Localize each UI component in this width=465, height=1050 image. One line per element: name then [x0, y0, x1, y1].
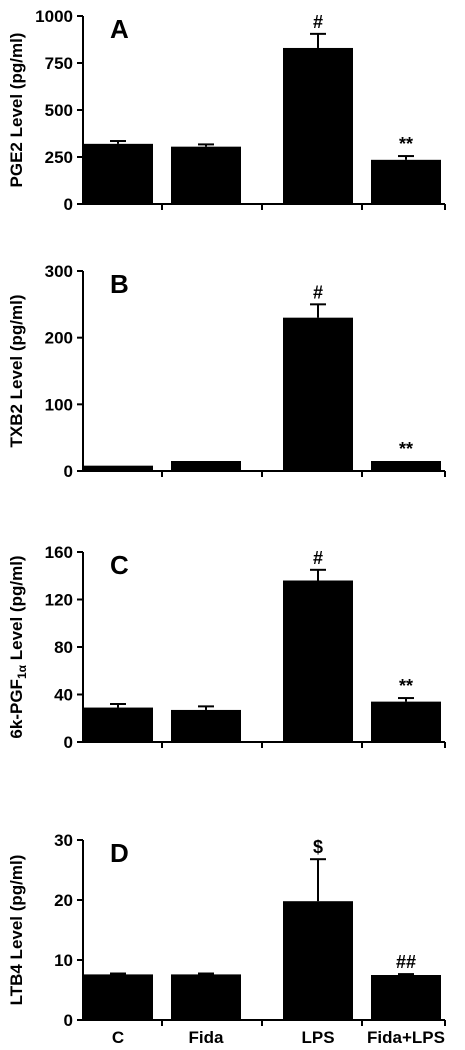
x-tick-label: C [112, 1028, 124, 1047]
significance-marker: ## [396, 952, 416, 972]
y-axis-label: 6k-PGF1α Level (pg/ml) [7, 555, 29, 738]
bar [371, 975, 441, 1020]
y-tick-label: 300 [45, 262, 73, 281]
bar [83, 465, 153, 471]
y-tick-label: 160 [45, 543, 73, 562]
x-tick-label: Fida [189, 1028, 224, 1047]
panel-label: B [110, 269, 129, 299]
y-tick-label: 500 [45, 101, 73, 120]
y-axis-label: TXB2 Level (pg/ml) [7, 294, 26, 447]
panel-a: 0 250 500 750 1000 # ** A PGE2 Level (pg/ml) [7, 7, 446, 214]
bar [283, 317, 353, 471]
panel-label: A [110, 14, 129, 44]
x-tick-label: Fida+LPS [367, 1028, 445, 1047]
y-tick-label: 10 [54, 951, 73, 970]
y-tick-label: 30 [54, 831, 73, 850]
significance-marker: ** [399, 676, 413, 696]
significance-marker: # [313, 548, 323, 568]
y-tick-label: 80 [54, 638, 73, 657]
bar [371, 159, 441, 204]
y-axis-label: LTB4 Level (pg/ml) [7, 855, 26, 1006]
bar [171, 974, 241, 1020]
bar [83, 974, 153, 1020]
x-tick-label: LPS [301, 1028, 334, 1047]
significance-marker: # [313, 282, 323, 302]
panel-b: 0 100 200 300 # ** B TXB2 Level (pg/ml) [7, 262, 446, 481]
y-tick-label: 40 [54, 686, 73, 705]
significance-marker: # [313, 12, 323, 32]
y-tick-label: 200 [45, 329, 73, 348]
significance-marker: ** [399, 439, 413, 459]
panel-label: D [110, 838, 129, 868]
y-tick-label: 1000 [35, 7, 73, 26]
significance-marker: ** [399, 134, 413, 154]
panel-label: C [110, 550, 129, 580]
panel-c: 0 40 80 120 160 # ** C 6k-PGF1α Level (pg/ml) [7, 543, 446, 752]
y-tick-label: 0 [64, 462, 73, 481]
bar [171, 709, 241, 742]
y-tick-label: 0 [64, 195, 73, 214]
bar [171, 461, 241, 471]
y-tick-label: 0 [64, 1011, 73, 1030]
y-tick-label: 750 [45, 54, 73, 73]
y-tick-label: 20 [54, 891, 73, 910]
bar [283, 901, 353, 1020]
bar [371, 461, 441, 471]
bar [283, 580, 353, 742]
bar [283, 47, 353, 205]
bar [83, 143, 153, 204]
bar [83, 707, 153, 742]
bar [371, 701, 441, 742]
significance-marker: $ [313, 837, 323, 857]
y-axis-label: PGE2 Level (pg/ml) [7, 33, 26, 188]
y-tick-label: 120 [45, 591, 73, 610]
bar [171, 146, 241, 204]
panel-d: 0 10 20 30 $ ## D LTB4 Level (pg/ml) [7, 831, 446, 1030]
y-tick-label: 250 [45, 148, 73, 167]
y-tick-label: 0 [64, 733, 73, 752]
y-tick-label: 100 [45, 395, 73, 414]
x-category-labels: C Fida LPS Fida+LPS [112, 1028, 445, 1047]
